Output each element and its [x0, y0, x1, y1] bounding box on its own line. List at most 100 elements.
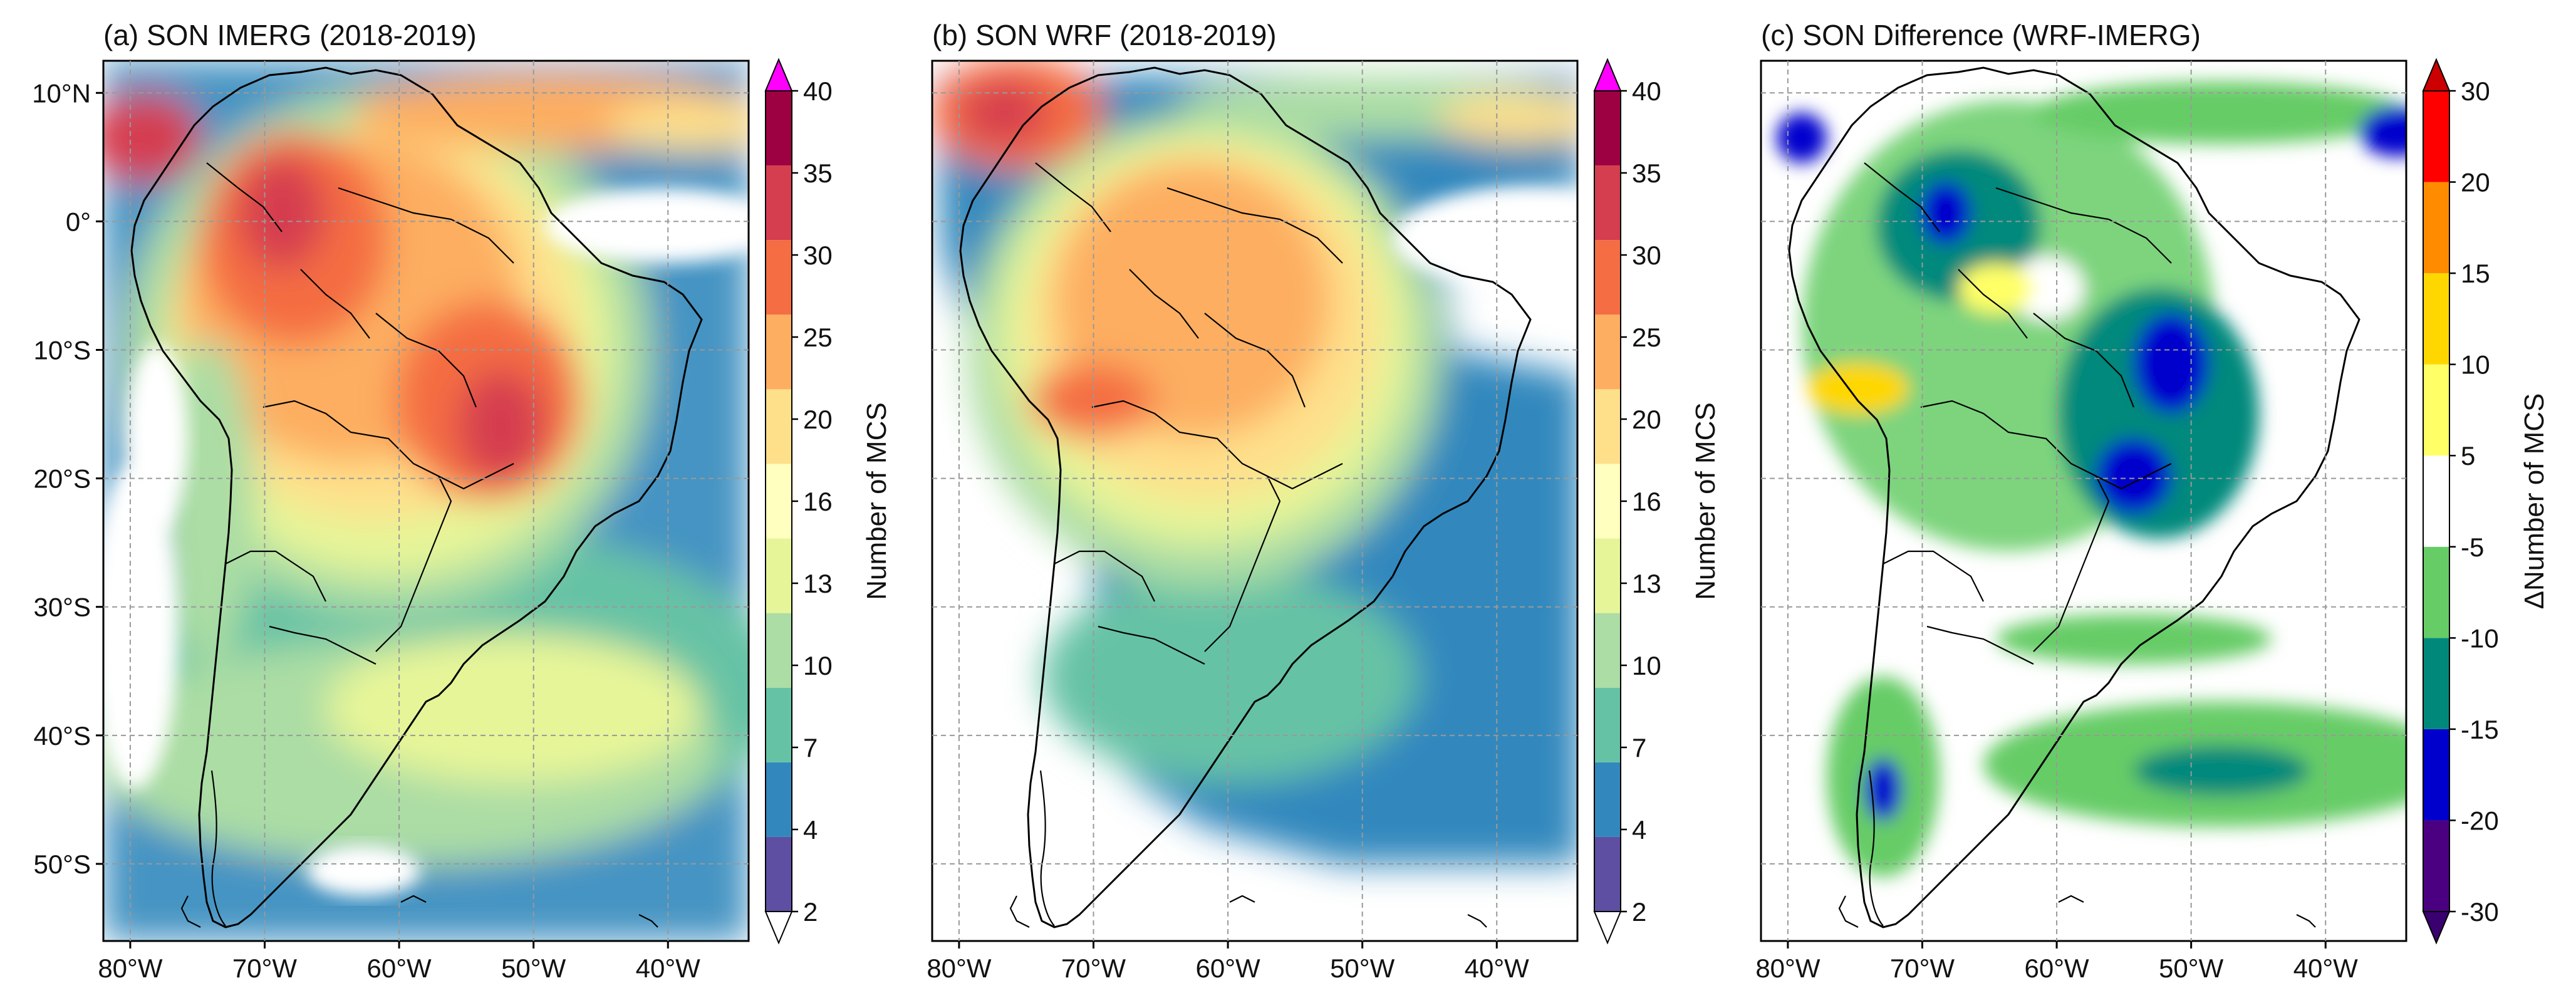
- colorbar-segment: [1594, 389, 1621, 464]
- colorbar-tick-label: 35: [1632, 159, 1661, 188]
- lat-tick-label: 50°S: [33, 850, 91, 879]
- lon-tick-label: 40°W: [2293, 954, 2359, 983]
- lon-tick-label: 50°W: [2159, 954, 2224, 983]
- panel-b-map: [932, 61, 1577, 941]
- colorbar-tick-label: 30: [1632, 241, 1661, 270]
- panel-c: (c) SON Difference (WRF-IMERG): [1760, 19, 2407, 942]
- lat-tick-label: 30°S: [33, 593, 91, 622]
- lon-tick-label: 50°W: [501, 954, 566, 983]
- colorbar-tick-label: 30: [803, 241, 833, 270]
- colorbar-frame: [2423, 90, 2450, 912]
- colorbar-tick-label: 16: [803, 487, 833, 516]
- colorbar-tick-label: 10: [803, 651, 833, 680]
- colorbar-segment: [2423, 638, 2449, 729]
- colorbar-tick-label: 10: [1632, 651, 1661, 680]
- colorbar-tick-label: 2: [803, 897, 818, 927]
- lat-tick-label: 0°: [66, 207, 91, 236]
- colorbar-tick-label: -10: [2461, 623, 2499, 653]
- colorbar-tick-label: 5: [2461, 441, 2475, 470]
- colorbar-segment: [1594, 91, 1621, 166]
- colorbar-b: 2 4 7 10 13 16 20 25 30 35 40 Number of MCS: [1593, 58, 1721, 945]
- lon-tick-label: 60°W: [367, 954, 432, 983]
- colorbar-segment: [766, 687, 792, 762]
- colorbar-segment: [1594, 165, 1621, 241]
- colorbar-tick-label: 40: [1632, 76, 1661, 106]
- colorbar-tick-label: 13: [803, 569, 833, 598]
- colorbar-over-arrow: [764, 58, 793, 91]
- lat-tick-label: 40°S: [33, 721, 91, 751]
- colorbar-tick-label: 40: [803, 76, 833, 106]
- lon-tick-label: 40°W: [636, 954, 701, 983]
- colorbar-tick-label: 15: [2461, 259, 2490, 288]
- lon-tick-label: 70°W: [1061, 954, 1126, 983]
- colorbar-c: -30 -20 -15 -10 -5 5 10 15 20 30 ΔNumber of MCS: [2422, 58, 2550, 945]
- colorbar-segment: [2423, 729, 2449, 821]
- colorbar-a: 2 4 7 10 13 16 20 25 30 35 40 Number of MCS: [764, 58, 892, 945]
- lon-tick-label: 60°W: [1196, 954, 1261, 983]
- colorbar-under-arrow: [2422, 911, 2451, 945]
- lat-tick-label: 10°N: [32, 78, 91, 108]
- colorbar-tick-label: 20: [803, 405, 833, 434]
- colorbar-segment: [766, 762, 792, 837]
- colorbar-segment: [1594, 762, 1621, 837]
- colorbar-tick-label: 10: [2461, 350, 2490, 380]
- colorbar-under-arrow: [764, 911, 793, 945]
- colorbar-segment: [2423, 91, 2449, 182]
- colorbar-segment: [1594, 464, 1621, 539]
- colorbar-segment: [2423, 364, 2449, 456]
- colorbar-segment: [1594, 538, 1621, 613]
- colorbar-tick-label: 20: [2461, 168, 2490, 197]
- colorbar-tick-label: 13: [1632, 569, 1661, 598]
- panel-c-gridlines: 80°W 70°W 60°W 50°W 40°W: [1755, 61, 2406, 983]
- colorbar-over-arrow: [1593, 58, 1622, 91]
- colorbar-tick-label: 25: [803, 323, 833, 352]
- colorbar-segment: [2423, 546, 2449, 638]
- colorbar-tick-label: 7: [1632, 733, 1646, 762]
- colorbar-segment: [766, 91, 792, 166]
- colorbar-segment: [2423, 273, 2449, 365]
- lon-tick-label: 80°W: [927, 954, 992, 983]
- colorbar-tick-label: 16: [1632, 487, 1661, 516]
- panel-b-gridlines: 80°W 70°W 60°W 50°W 40°W: [927, 61, 1577, 983]
- colorbar-segment: [766, 836, 792, 912]
- lat-tick-label: 10°S: [33, 335, 91, 365]
- colorbar-segment: [2423, 182, 2449, 274]
- colorbar-segment: [766, 165, 792, 241]
- lon-tick-label: 80°W: [98, 954, 163, 983]
- colorbar-tick-label: -30: [2461, 897, 2499, 927]
- colorbar-label: Number of MCS: [861, 402, 892, 600]
- panel-c-map: [1761, 61, 2406, 941]
- colorbar-segment: [766, 314, 792, 390]
- panel-a-map: [103, 61, 749, 941]
- colorbar-tick-label: 7: [803, 733, 818, 762]
- colorbar-segment: [2423, 455, 2449, 547]
- lon-tick-label: 40°W: [1465, 954, 1530, 983]
- colorbar-segment: [1594, 314, 1621, 390]
- colorbar-label: Number of MCS: [1690, 402, 1721, 600]
- colorbar-label: ΔNumber of MCS: [2519, 393, 2550, 610]
- lon-tick-label: 70°W: [232, 954, 298, 983]
- colorbar-segment: [766, 464, 792, 539]
- colorbar-segment: [766, 613, 792, 688]
- colorbar-tick-label: -15: [2461, 715, 2499, 744]
- panel-c-title: (c) SON Difference (WRF-IMERG): [1761, 19, 2201, 51]
- colorbar-segment: [2423, 820, 2449, 912]
- panel-a-title: (a) SON IMERG (2018-2019): [103, 19, 477, 51]
- colorbar-tick-label: -5: [2461, 533, 2484, 562]
- colorbar-tick-label: 4: [1632, 815, 1646, 844]
- colorbar-tick-label: 25: [1632, 323, 1661, 352]
- colorbar-segment: [1594, 687, 1621, 762]
- panel-b-title: (b) SON WRF (2018-2019): [932, 19, 1277, 51]
- colorbar-segment: [766, 538, 792, 613]
- lat-tick-label: 20°S: [33, 464, 91, 494]
- colorbar-tick-label: 35: [803, 159, 833, 188]
- panel-a: (a) SON IMERG (2018-2019): [102, 19, 750, 942]
- colorbar-segment: [1594, 240, 1621, 315]
- colorbar-segment: [1594, 836, 1621, 912]
- colorbar-under-arrow: [1593, 911, 1622, 945]
- panel-a-gridlines: 80°W 70°W 60°W 50°W 40°W 10°N 0° 10°S 20°S 30°S 40…: [32, 61, 749, 983]
- colorbar-segment: [766, 389, 792, 464]
- lon-tick-label: 70°W: [1890, 954, 1955, 983]
- lon-tick-label: 60°W: [2025, 954, 2090, 983]
